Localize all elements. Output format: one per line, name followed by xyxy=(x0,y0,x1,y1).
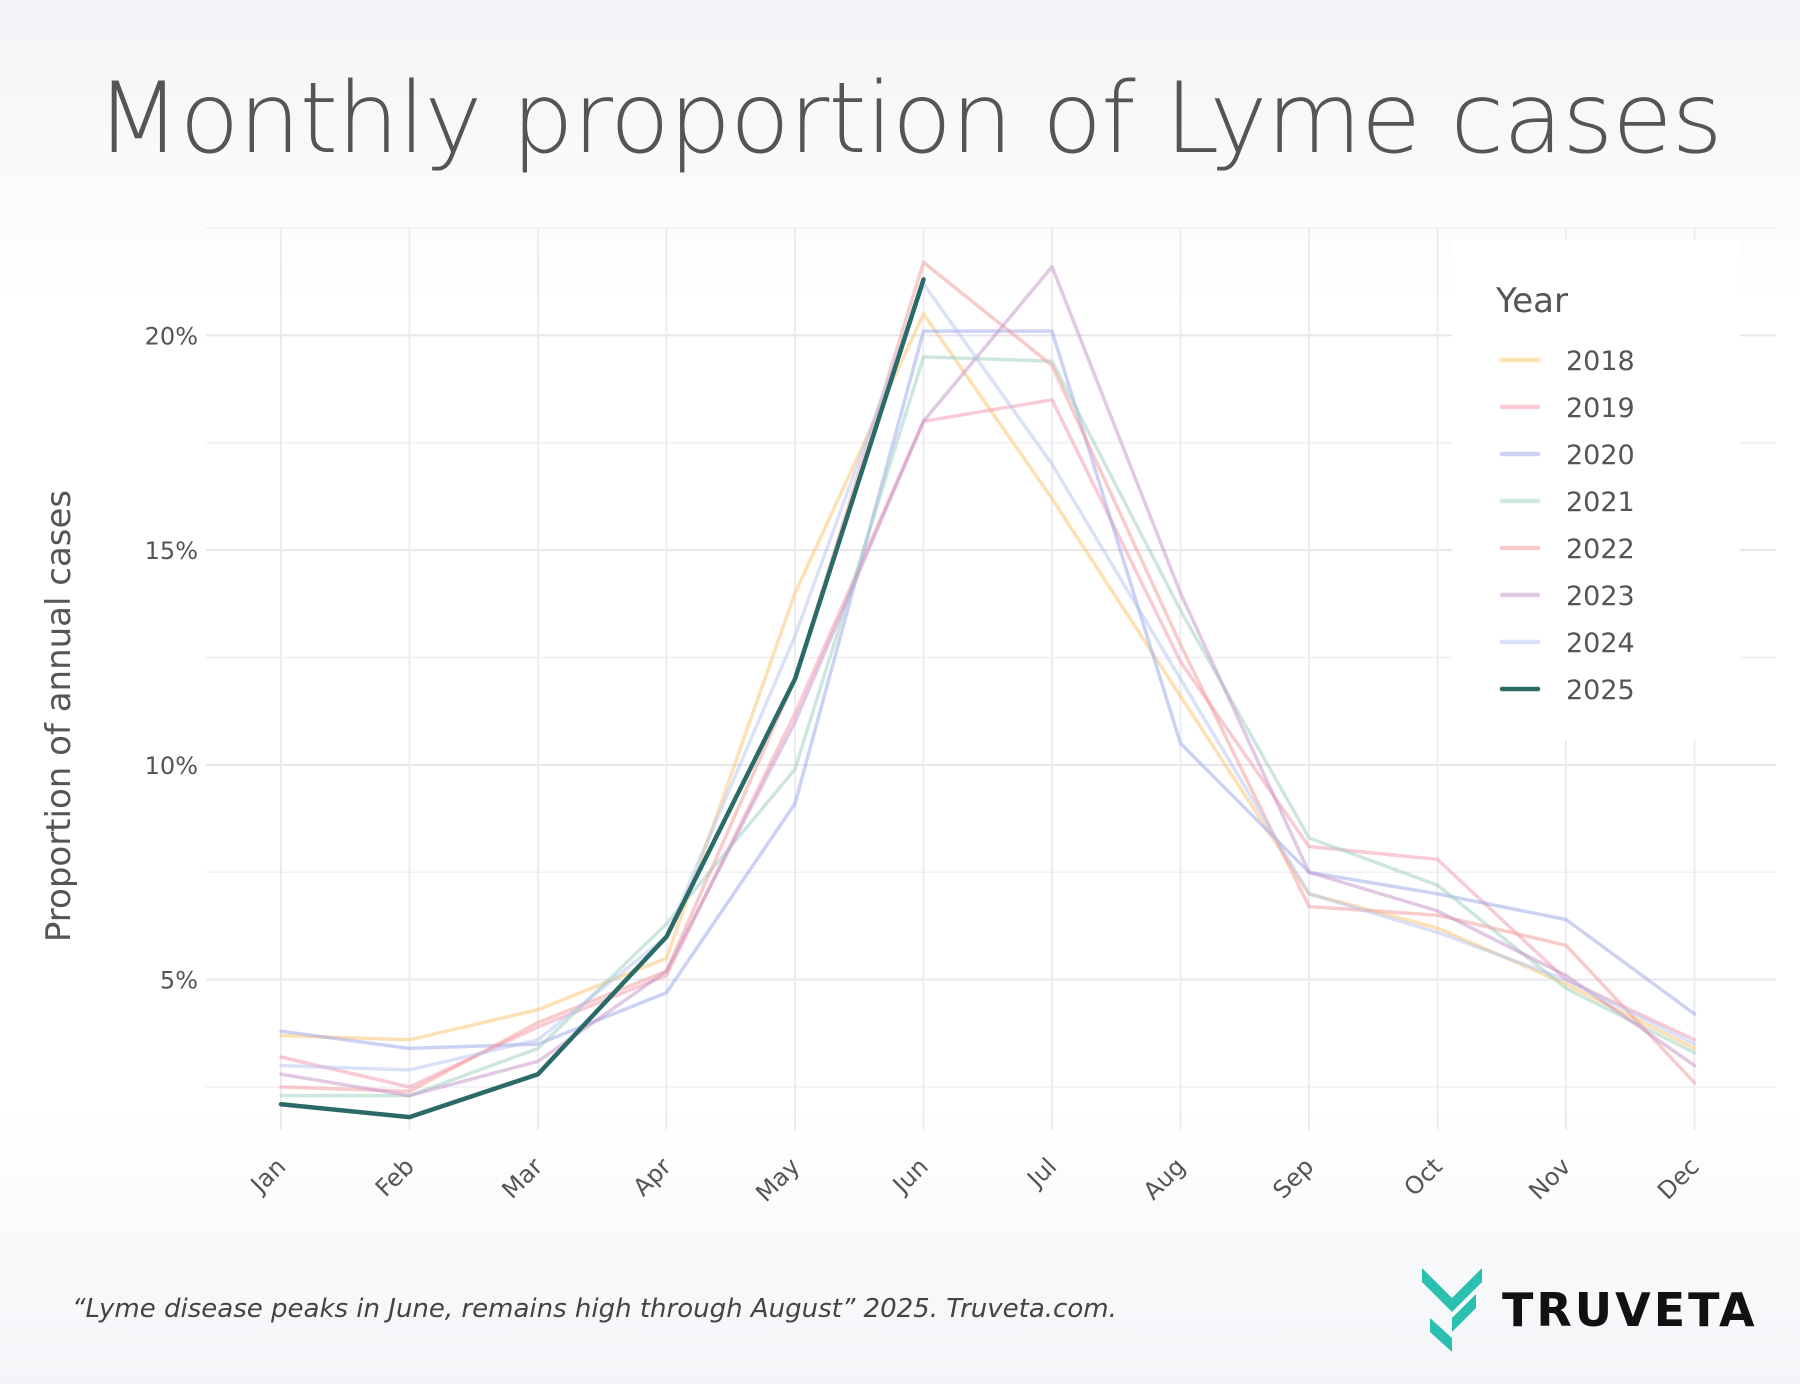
y-tick-label: 5% xyxy=(160,967,198,995)
legend-label: 2020 xyxy=(1566,440,1635,471)
x-tick-label: Jun xyxy=(886,1152,934,1200)
legend-item-2021: 2021 xyxy=(1499,487,1635,518)
x-axis-ticks: Jan Feb Mar Apr May Jun Jul Aug Sep Oct Nov Dec xyxy=(244,1152,1705,1207)
x-tick-label: Aug xyxy=(1138,1152,1191,1205)
series-line-2025 xyxy=(278,277,926,1120)
x-tick-label: Dec xyxy=(1652,1152,1705,1205)
line-chart: Jan Feb Mar Apr May Jun Jul Aug Sep Oct Nov Dec 5% 1… xyxy=(39,227,1776,1207)
x-tick-label: Oct xyxy=(1399,1152,1448,1201)
legend-item-2020: 2020 xyxy=(1499,440,1635,471)
x-tick-label: Jul xyxy=(1021,1152,1063,1194)
brand-name: TRUVETA xyxy=(1502,1283,1758,1337)
x-tick-label: Feb xyxy=(370,1152,420,1202)
x-tick-label: Mar xyxy=(496,1152,548,1204)
series-line-2024 xyxy=(279,282,1697,1072)
x-tick-label: Apr xyxy=(628,1152,677,1201)
y-tick-label: 15% xyxy=(145,537,198,565)
legend-label: 2025 xyxy=(1566,675,1635,706)
legend-item-2023: 2023 xyxy=(1499,581,1635,612)
brand-logo: TRUVETA xyxy=(1420,1262,1758,1358)
legend-item-2019: 2019 xyxy=(1499,393,1635,424)
legend-label: 2024 xyxy=(1566,628,1635,659)
legend: Year 2018 2019 2020 2021 2022 2023 2024 2025 xyxy=(1452,240,1740,740)
x-tick-label: Nov xyxy=(1523,1152,1576,1205)
x-tick-label: Jan xyxy=(244,1152,291,1199)
y-tick-label: 20% xyxy=(145,322,198,350)
series-line-2021 xyxy=(279,355,1697,1098)
series-line-2018 xyxy=(279,312,1697,1051)
legend-item-2022: 2022 xyxy=(1499,534,1635,565)
series-line-2019 xyxy=(279,398,1697,1089)
y-axis-title: Proportion of annual cases xyxy=(39,490,79,942)
x-tick-label: Sep xyxy=(1267,1152,1319,1204)
legend-item-2018: 2018 xyxy=(1499,346,1635,377)
series-lines xyxy=(278,260,1697,1120)
legend-label: 2022 xyxy=(1566,534,1635,565)
legend-label: 2019 xyxy=(1566,393,1635,424)
x-tick-label: May xyxy=(750,1152,805,1207)
legend-label: 2021 xyxy=(1566,487,1635,518)
legend-item-2024: 2024 xyxy=(1499,628,1635,659)
legend-item-2025: 2025 xyxy=(1499,675,1635,706)
truveta-logo-icon xyxy=(1422,1268,1482,1352)
citation-caption: “Lyme disease peaks in June, remains hig… xyxy=(72,1294,1117,1324)
series-line-2023 xyxy=(279,264,1697,1098)
legend-title: Year xyxy=(1495,281,1568,321)
chart-title: Monthly proportion of Lyme cases xyxy=(96,62,1723,176)
legend-background xyxy=(1452,240,1740,740)
legend-label: 2023 xyxy=(1566,581,1635,612)
y-axis-ticks: 5% 10% 15% 20% xyxy=(145,322,198,994)
legend-label: 2018 xyxy=(1566,346,1635,377)
legend-items: 2018 2019 2020 2021 2022 2023 2024 2025 xyxy=(1499,346,1635,706)
y-tick-label: 10% xyxy=(145,752,198,780)
